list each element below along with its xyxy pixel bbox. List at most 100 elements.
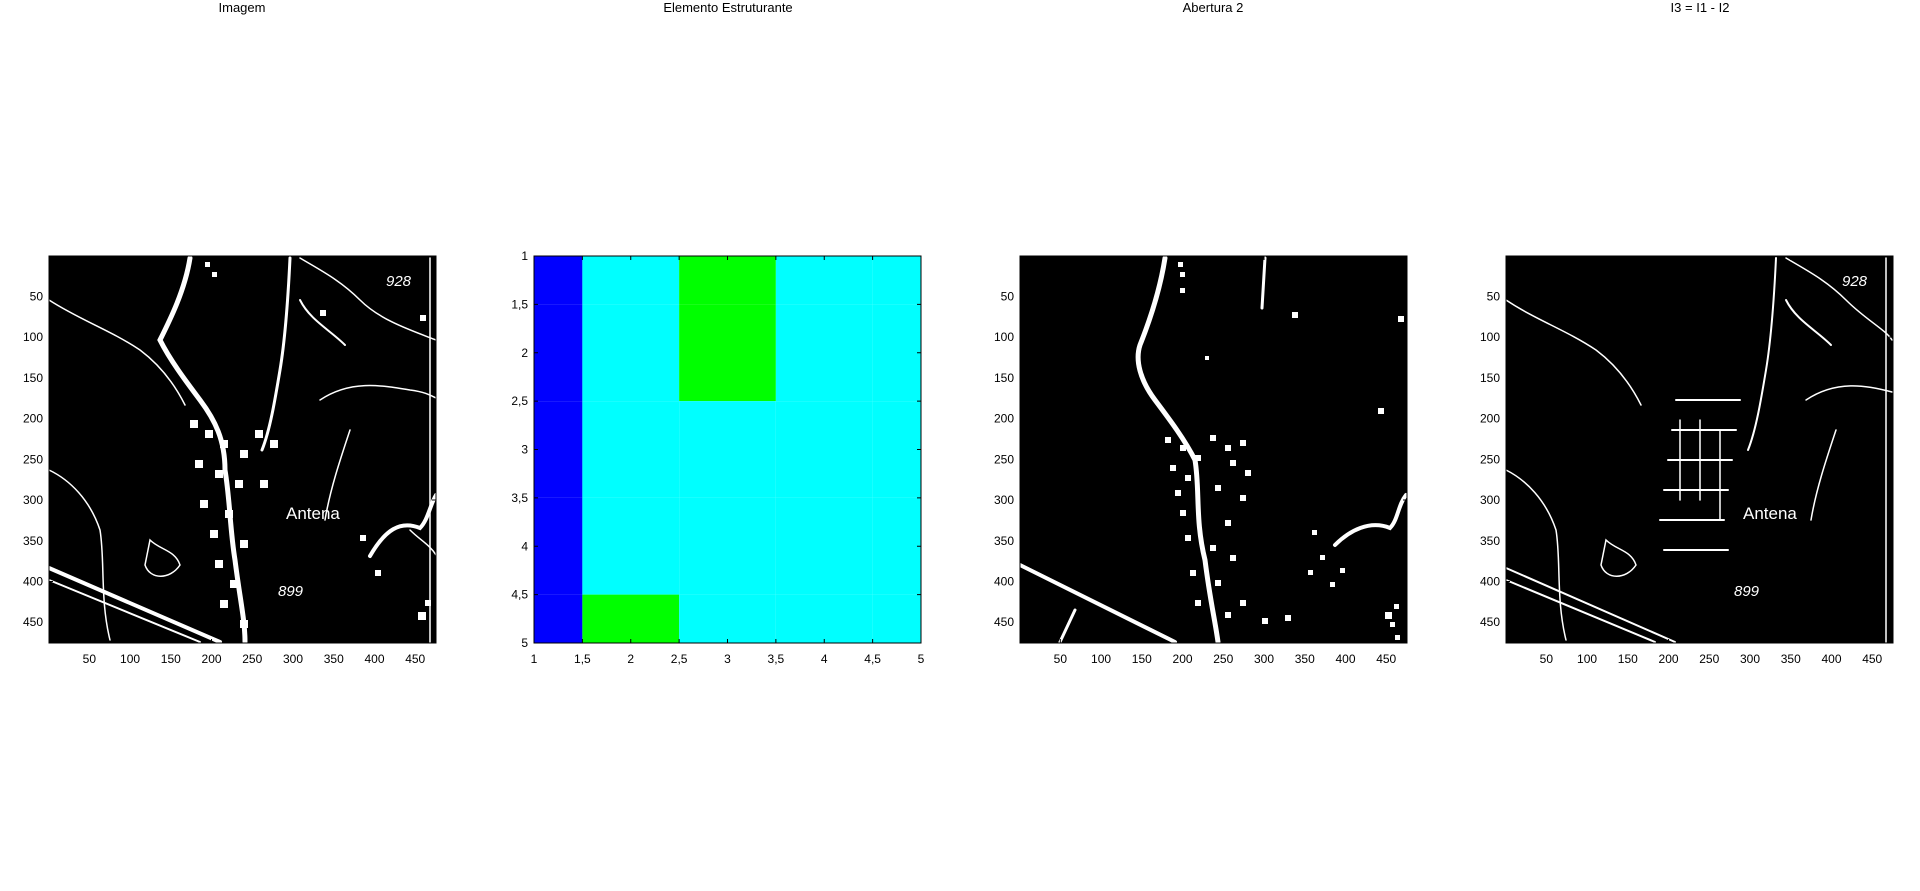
map-building-blocks (190, 262, 431, 628)
y-tick-label: 2 (521, 346, 528, 360)
structuring-element-cell (872, 401, 921, 498)
structuring-element-cell (582, 304, 680, 402)
x-tick-label: 2 (627, 652, 634, 666)
axis-ticks: 50 100 150 200 250 300 350 400 450 50 100 150 200 250… (1480, 256, 1893, 666)
y-tick-label: 300 (994, 493, 1014, 507)
y-tick-label: 200 (23, 412, 43, 426)
x-tick-label: 2,5 (671, 652, 688, 666)
y-tick-label: 4 (521, 539, 528, 553)
structuring-element-cell (582, 497, 680, 595)
axes-frame (48, 255, 437, 644)
y-tick-label: 100 (23, 330, 43, 344)
difference-features (1505, 257, 1893, 643)
image-panel-original: Antena 928 899 50 100 150 200 250 300 350 400 45… (23, 255, 438, 666)
panel-title-elemento-estruturante: Elemento Estruturante (663, 0, 792, 15)
y-tick-label: 450 (23, 615, 43, 629)
y-tick-label: 400 (23, 574, 43, 588)
x-tick-label: 1,5 (574, 652, 591, 666)
structuring-element-cell (775, 497, 873, 595)
structuring-element-cell (872, 304, 921, 402)
elevation-label-top: 928 (1842, 273, 1868, 290)
structuring-element-cell (775, 594, 873, 643)
x-tick-label: 3 (724, 652, 731, 666)
y-tick-label: 350 (1480, 534, 1500, 548)
structuring-element-cell (679, 304, 776, 402)
y-tick-label: 450 (1480, 615, 1500, 629)
panel-title-difference: I3 = I1 - I2 (1671, 0, 1730, 15)
opened-blocks (1165, 262, 1404, 640)
x-tick-label: 150 (1618, 652, 1638, 666)
image-panel-difference: Antena 928 899 50 100 150 200 250 300 350 400 45… (1480, 255, 1894, 666)
x-tick-label: 300 (1254, 652, 1274, 666)
x-tick-label: 1 (531, 652, 538, 666)
y-tick-label: 400 (994, 574, 1014, 588)
y-tick-label: 4,5 (511, 588, 528, 602)
x-tick-label: 400 (364, 652, 384, 666)
image-area (1020, 256, 1407, 643)
y-tick-label: 300 (23, 493, 43, 507)
y-tick-label: 250 (23, 452, 43, 466)
x-tick-label: 400 (1821, 652, 1841, 666)
axis-ticks: 1 1,5 2 2,5 3 3,5 4 4,5 511,522,533,544,55 (511, 249, 924, 666)
structuring-element-cell (679, 401, 776, 498)
x-tick-label: 200 (1173, 652, 1193, 666)
elevation-label-top: 928 (386, 273, 412, 290)
y-tick-label: 1,5 (511, 297, 528, 311)
axes-frame (1505, 255, 1894, 644)
y-tick-label: 150 (994, 371, 1014, 385)
x-tick-label: 150 (161, 652, 181, 666)
x-tick-label: 450 (405, 652, 425, 666)
x-tick-label: 250 (242, 652, 262, 666)
y-tick-label: 2,5 (511, 394, 528, 408)
x-tick-label: 4,5 (864, 652, 881, 666)
elevation-label-bottom: 899 (278, 583, 304, 600)
y-tick-label: 1 (521, 249, 528, 263)
x-tick-label: 50 (83, 652, 97, 666)
y-tick-label: 350 (23, 534, 43, 548)
antenna-label: Antena (1743, 504, 1797, 523)
x-tick-label: 450 (1862, 652, 1882, 666)
x-tick-label: 150 (1132, 652, 1152, 666)
y-tick-label: 450 (994, 615, 1014, 629)
structuring-element-cell (582, 401, 680, 498)
image-area (49, 256, 436, 643)
structuring-element-cell (534, 256, 583, 305)
y-tick-label: 400 (1480, 574, 1500, 588)
axis-ticks: 50 100 150 200 250 300 350 400 450 50 100 150 200 250… (994, 256, 1407, 666)
antenna-label: Antena (286, 504, 340, 523)
y-tick-label: 150 (1480, 371, 1500, 385)
y-tick-label: 300 (1480, 493, 1500, 507)
x-tick-label: 250 (1213, 652, 1233, 666)
structuring-element-panel: 1 1,5 2 2,5 3 3,5 4 4,5 511,522,533,544,55 (511, 249, 924, 666)
structuring-element-cell (775, 401, 873, 498)
x-tick-label: 300 (283, 652, 303, 666)
x-tick-label: 450 (1376, 652, 1396, 666)
x-tick-label: 5 (918, 652, 925, 666)
elevation-label-bottom: 899 (1734, 583, 1760, 600)
y-tick-label: 100 (1480, 330, 1500, 344)
x-tick-label: 400 (1335, 652, 1355, 666)
structuring-element-cell (534, 401, 583, 498)
structuring-element-cell (872, 594, 921, 643)
x-tick-label: 50 (1054, 652, 1068, 666)
y-tick-label: 350 (994, 534, 1014, 548)
x-tick-label: 250 (1699, 652, 1719, 666)
structuring-element-cell (679, 497, 776, 595)
axes-frame (1019, 255, 1408, 644)
x-tick-label: 350 (324, 652, 344, 666)
image-panel-opening: 50 100 150 200 250 300 350 400 450 50 100 150 200 250… (994, 255, 1408, 666)
structuring-element-cell (582, 594, 680, 643)
x-tick-label: 50 (1540, 652, 1554, 666)
x-tick-label: 100 (1091, 652, 1111, 666)
x-tick-label: 350 (1295, 652, 1315, 666)
structuring-element-cell (582, 256, 680, 305)
x-tick-label: 100 (120, 652, 140, 666)
x-tick-label: 3,5 (768, 652, 785, 666)
y-tick-label: 3,5 (511, 491, 528, 505)
y-tick-label: 200 (994, 412, 1014, 426)
y-tick-label: 150 (23, 371, 43, 385)
structuring-element-cell (872, 497, 921, 595)
x-tick-label: 300 (1740, 652, 1760, 666)
y-tick-label: 3 (521, 443, 528, 457)
